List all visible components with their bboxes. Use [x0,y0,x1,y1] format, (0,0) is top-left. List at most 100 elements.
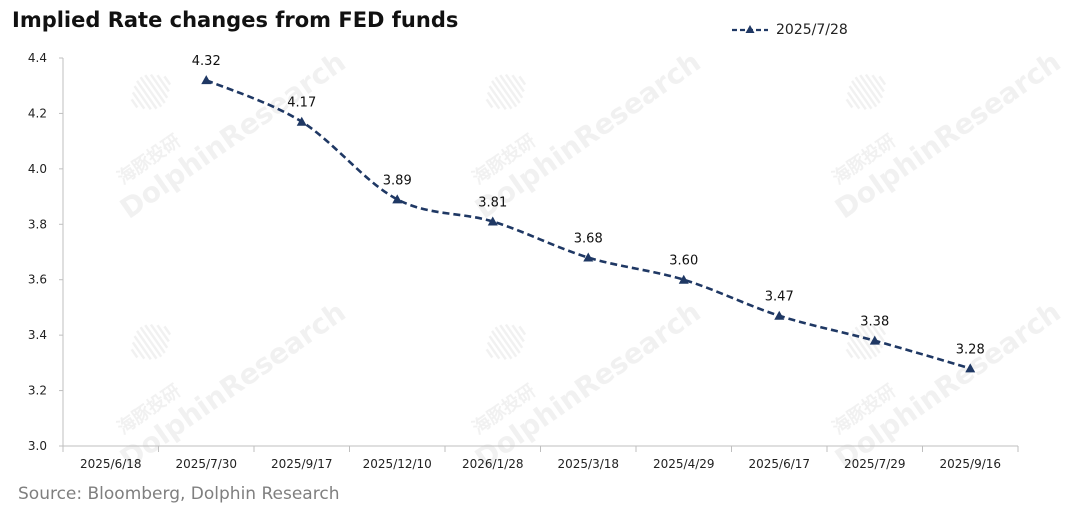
watermark-stripe [878,75,887,86]
data-label: 3.89 [383,173,412,188]
watermark-stripe [859,74,881,104]
watermark-en: DolphinResearch [829,45,1067,225]
y-tick-label: 3.6 [28,273,47,287]
legend-label: 2025/7/28 [776,22,848,38]
data-label: 3.68 [574,232,603,247]
watermark-stripe [163,75,172,86]
watermark-stripe [488,85,507,111]
x-tick-label: 2025/12/10 [363,457,432,471]
watermark-stripe [149,73,169,99]
watermark-stripe [871,324,885,343]
data-label: 3.47 [765,290,794,305]
watermark-en: DolphinResearch [114,295,352,475]
data-label: 3.38 [860,315,889,330]
watermark-stripe [135,80,158,110]
watermark-stripe [864,73,884,99]
series-layer: 4.32 4.17 3.89 3.81 3.68 3.60 3.47 3.38 3.28 [192,54,985,373]
watermark-stripe [850,330,873,360]
y-tick-label: 4.0 [28,162,47,176]
y-tick-label: 3.4 [28,328,47,342]
data-label: 3.81 [478,196,507,211]
data-point-marker [678,274,689,284]
watermark-stripe [488,335,507,361]
data-point-marker [201,75,212,85]
watermark-stripe [486,341,501,360]
watermark-stripe [511,74,525,93]
watermark-en: DolphinResearch [469,295,707,475]
data-point-marker [392,194,403,204]
watermark-stripe [133,85,152,111]
data-label: 3.28 [956,342,985,357]
chart-title: Implied Rate changes from FED funds [12,8,459,32]
watermark-stripe [518,325,527,336]
watermark-en: DolphinResearch [114,45,352,225]
watermark-stripe [518,75,527,86]
x-tick-label: 2026/1/28 [462,457,524,471]
watermark-stripe [130,348,139,359]
y-tick-label: 4.4 [28,51,47,65]
x-tick-label: 2025/9/16 [939,457,1001,471]
watermark-stripe [499,324,521,354]
watermark-stripe [848,335,867,361]
watermark-stripe [871,74,885,93]
watermark-stripe [846,341,861,360]
watermark-stripe [490,80,513,110]
data-label: 4.17 [287,96,316,111]
watermark-stripe [131,341,146,360]
watermark-stripe [494,326,518,358]
data-point-marker [583,252,594,262]
series-line [205,78,971,370]
watermark-stripe [490,330,513,360]
watermark-stripe [139,326,163,358]
watermark-stripe [878,325,887,336]
watermark-stripe [139,76,163,108]
watermark-stripe [850,80,873,110]
legend-marker-icon [732,25,768,33]
x-tick-label: 2025/6/17 [748,457,810,471]
data-label: 3.60 [669,254,698,269]
x-tick-label: 2025/7/29 [844,457,906,471]
watermark-stripe [854,326,878,358]
watermark-stripe [156,324,170,343]
y-tick-label: 3.2 [28,384,47,398]
watermark-stripe [144,324,166,354]
watermark-stripe [485,98,494,109]
watermark-stripe [156,74,170,93]
x-tick-label: 2025/6/18 [80,457,142,471]
x-tick-label: 2025/7/30 [175,457,237,471]
watermark-stripe [149,323,169,349]
data-point-marker [487,216,498,226]
watermark-stripe [499,74,521,104]
watermark-stripe [504,73,524,99]
watermark-stripe [854,76,878,108]
watermark-stripe [494,76,518,108]
watermark-stripe [504,323,524,349]
x-tick-label: 2025/4/29 [653,457,715,471]
watermark-stripe [845,348,854,359]
legend: 2025/7/28 [730,22,848,38]
y-tick-label: 3.0 [28,439,47,453]
watermark-stripe [133,335,152,361]
watermark-stripe [163,325,172,336]
x-tick-label: 2025/3/18 [557,457,619,471]
y-tick-label: 4.2 [28,106,47,120]
watermark-stripe [859,324,881,354]
watermark-stripe [486,91,501,110]
watermark-stripe [131,91,146,110]
data-point-marker [296,116,307,126]
watermark-stripe [485,348,494,359]
y-tick-label: 3.8 [28,217,47,231]
watermark-stripe [135,330,158,360]
data-point-marker [774,310,785,320]
axes: 3.0 3.2 3.4 3.6 3.8 4.0 4.2 4.4 2025/6/18 2025/7/… [28,51,1019,471]
watermark-stripe [845,98,854,109]
watermark-stripe [848,85,867,111]
